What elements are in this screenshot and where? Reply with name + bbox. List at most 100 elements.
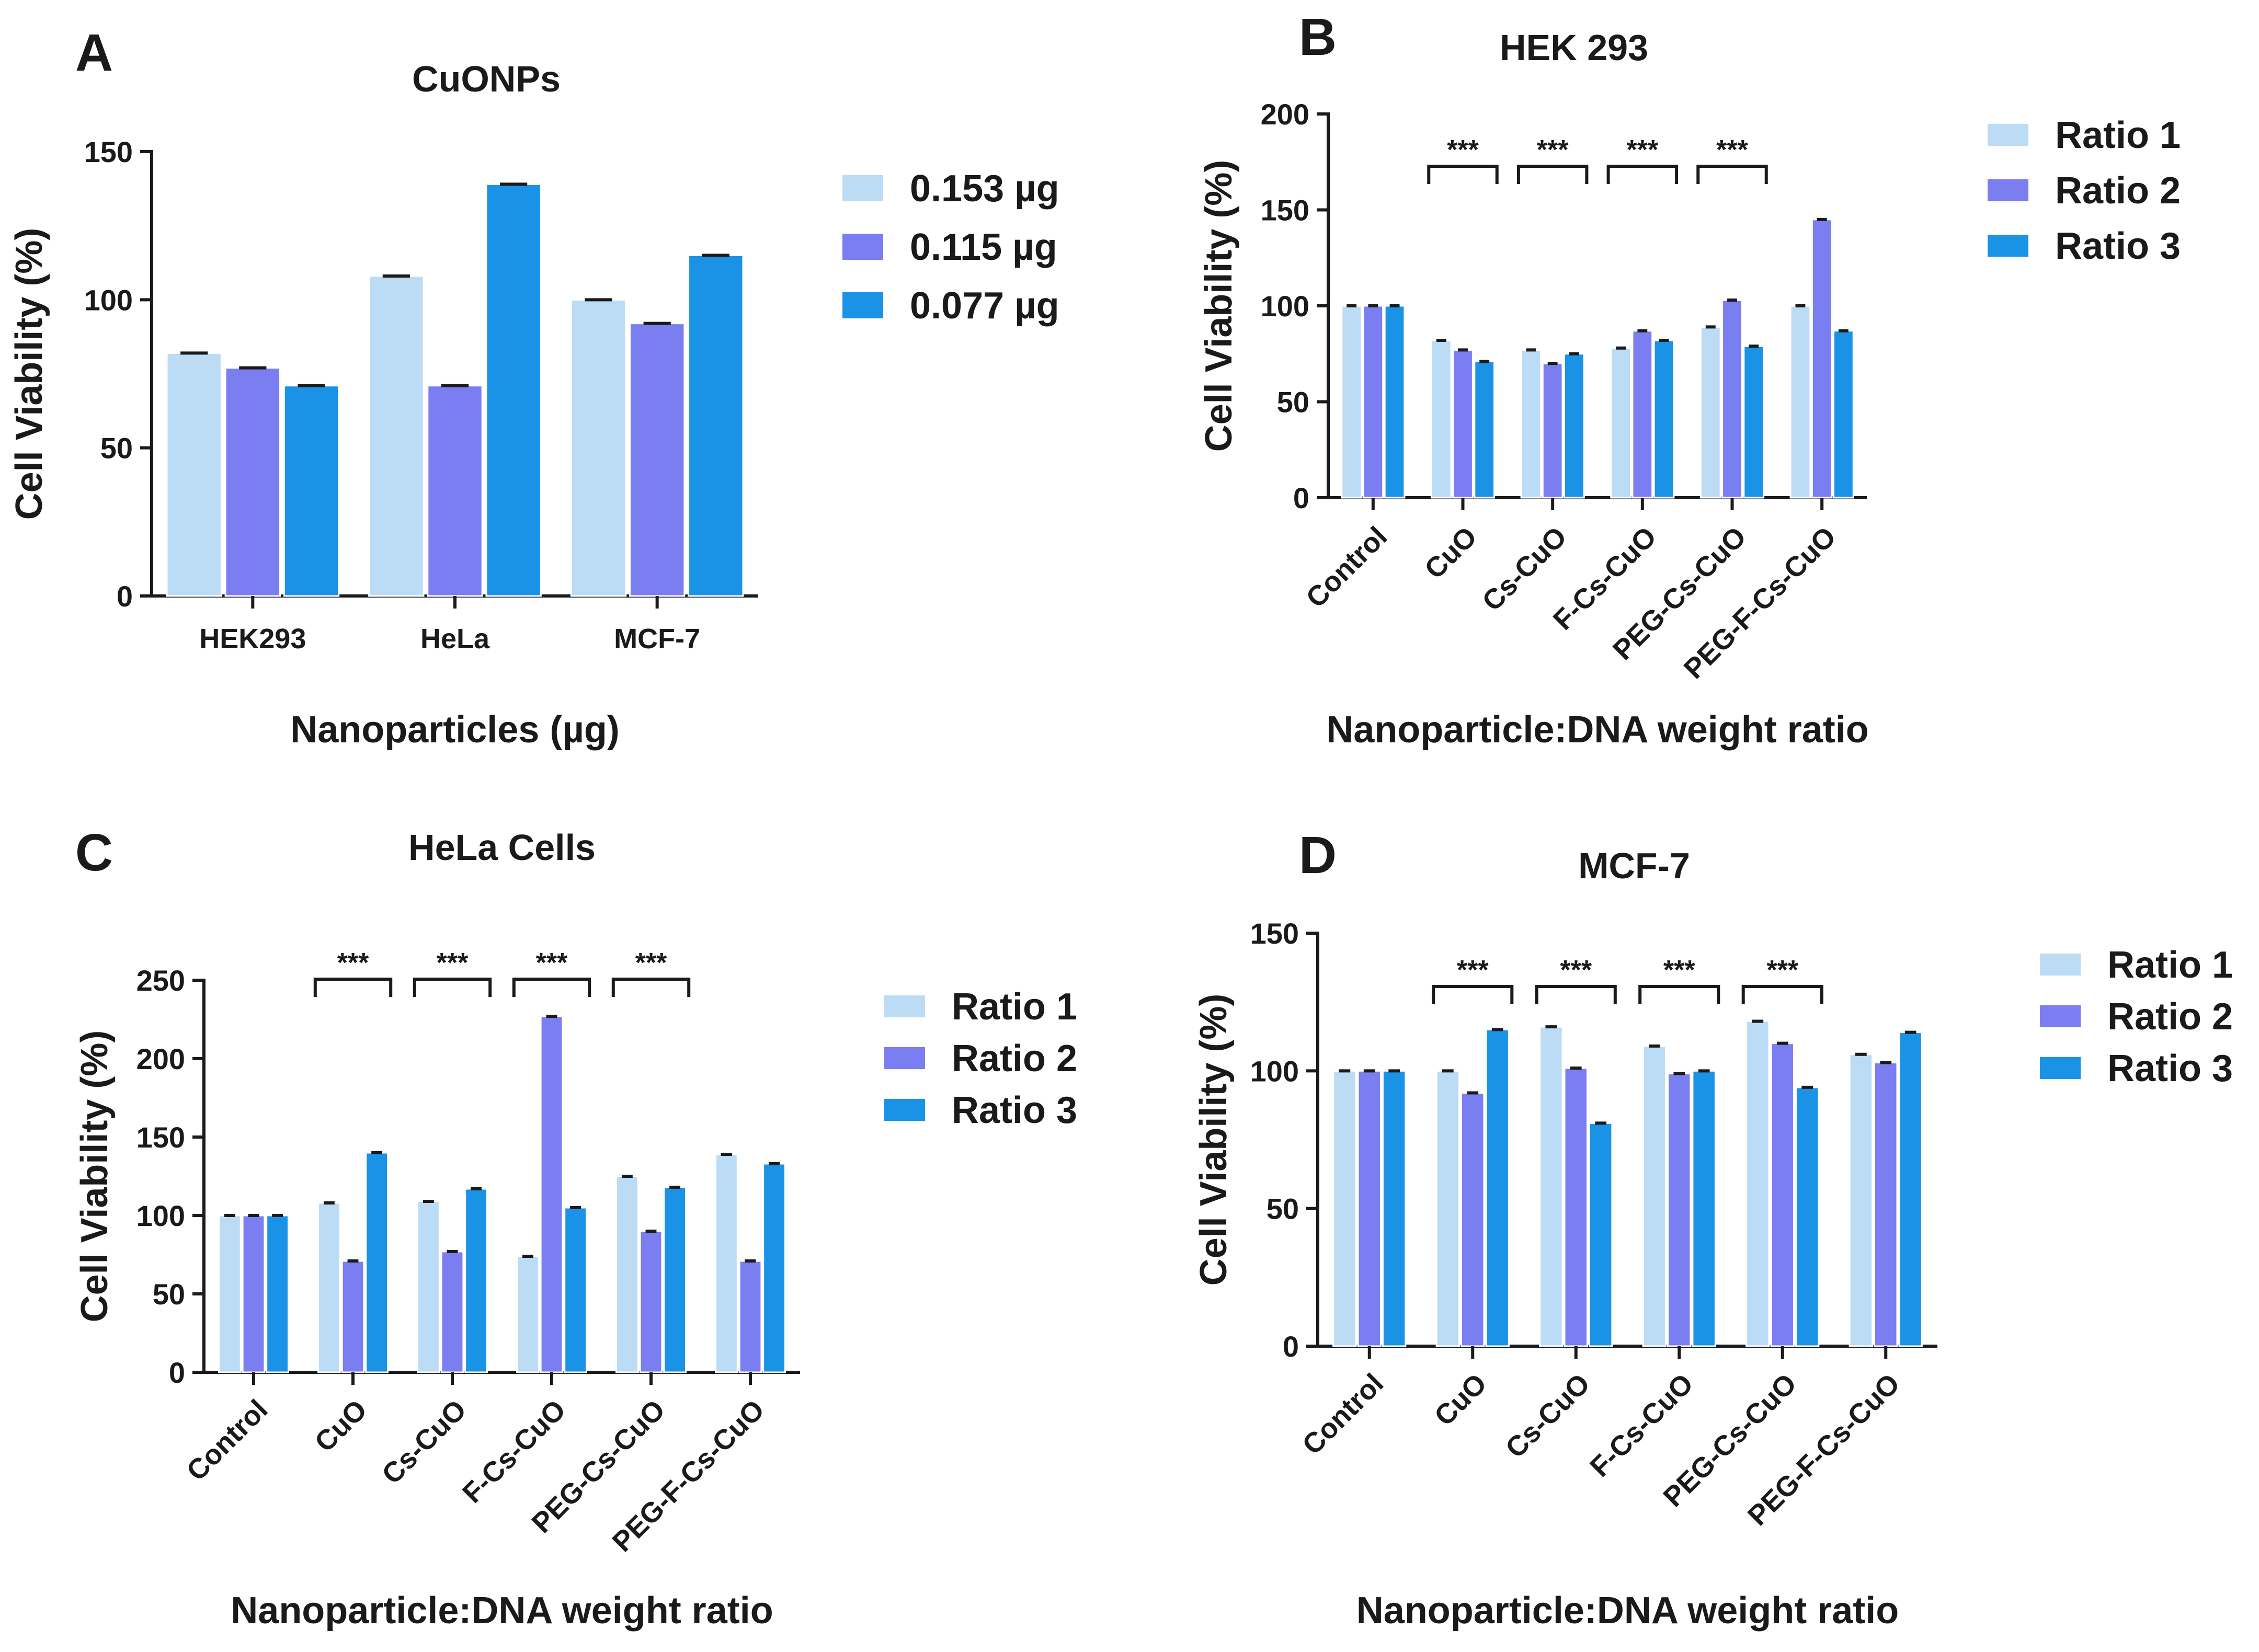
panel-letter: A: [75, 24, 113, 82]
chart-title: CuONPs: [412, 59, 561, 99]
legend-swatch: [1987, 123, 2029, 147]
significance-bracket: [1638, 985, 1720, 1004]
legend-label: Ratio 3: [952, 1089, 1077, 1131]
chart-title: HeLa Cells: [408, 827, 596, 868]
y-tick-label: 100: [1250, 1054, 1299, 1087]
bar: [1699, 326, 1721, 499]
bar: [317, 1202, 341, 1373]
y-tick-label: 150: [136, 1121, 185, 1154]
bar: [1789, 305, 1811, 499]
bar: [715, 1153, 738, 1373]
legend: Ratio 1 Ratio 2 Ratio 3: [1987, 114, 2181, 267]
bar: [629, 323, 686, 597]
y-axis-title: Cell Viability (%): [8, 228, 50, 520]
y-tick-label: 50: [100, 432, 133, 465]
bar: [1357, 1070, 1382, 1347]
panel-letter: C: [75, 823, 113, 882]
legend-label: Ratio 1: [2107, 944, 2233, 986]
legend: Ratio 1 Ratio 2 Ratio 3: [883, 986, 1077, 1131]
bar: [1832, 330, 1854, 499]
legend-label: Ratio 3: [2107, 1048, 2233, 1089]
x-tick-label: Control: [1296, 1368, 1389, 1461]
significance-label: ***: [1560, 955, 1592, 985]
y-tick-label: 0: [1283, 1330, 1299, 1363]
bar: [1874, 1062, 1898, 1347]
y-tick-label: 50: [1267, 1192, 1299, 1225]
panel-letter: B: [1299, 8, 1337, 66]
significance-bracket: [1427, 165, 1499, 184]
significance-label: ***: [536, 948, 568, 978]
bar: [242, 1214, 266, 1373]
y-tick-label: 50: [153, 1278, 185, 1311]
x-tick-label: HEK293: [199, 623, 306, 655]
legend-swatch: [841, 291, 884, 319]
bar: [1745, 1020, 1770, 1347]
x-tick-label: Control: [1300, 521, 1393, 614]
bar: [1770, 1042, 1795, 1347]
significance-label: ***: [1766, 955, 1798, 985]
legend: 0.153 µg 0.115 µg 0.077 µg: [841, 168, 1059, 327]
bar: [762, 1163, 786, 1373]
x-tick-label: PEG-F-Cs-CuO: [1678, 521, 1842, 685]
legend-label: Ratio 2: [2055, 170, 2181, 212]
y-tick-label: 250: [136, 964, 185, 997]
bar: [615, 1175, 639, 1373]
significance-bracket: [1606, 165, 1679, 184]
chart-title: HEK 293: [1500, 27, 1648, 68]
chart-panel-b: B HEK 293 Cell Viability (%) Nanoparticle:D…: [1198, 8, 2181, 751]
legend-label: Ratio 2: [2107, 996, 2233, 1038]
legend-label: 0.115 µg: [910, 226, 1057, 268]
x-tick-label: CuO: [1429, 1368, 1493, 1432]
x-tick-label: HeLa: [420, 623, 490, 655]
significance-bracket: [1516, 165, 1589, 184]
legend-swatch: [841, 233, 884, 261]
bar: [1692, 1070, 1716, 1347]
bar: [1588, 1122, 1613, 1347]
bar: [1382, 1070, 1407, 1347]
significance-label: ***: [1537, 135, 1569, 165]
panel-letter: D: [1299, 826, 1337, 885]
legend-swatch: [2039, 953, 2082, 977]
legend-swatch: [1987, 178, 2029, 202]
bar: [540, 1015, 564, 1373]
legend-label: 0.153 µg: [910, 168, 1059, 210]
bar: [1653, 339, 1675, 499]
y-tick-label: 100: [84, 283, 133, 316]
y-tick-label: 50: [1277, 386, 1309, 419]
bar: [1341, 305, 1363, 499]
bar: [1564, 1067, 1588, 1347]
significance-bracket: [1432, 985, 1514, 1004]
bar: [464, 1188, 488, 1373]
x-axis-title: Nanoparticle:DNA weight ratio: [231, 1590, 773, 1632]
bar: [1384, 305, 1406, 499]
bar: [368, 275, 425, 597]
bar: [283, 385, 340, 597]
legend-label: 0.077 µg: [910, 285, 1059, 327]
bar: [427, 385, 483, 597]
bar: [1667, 1073, 1692, 1347]
legend-swatch: [1987, 234, 2029, 258]
x-tick-label: CuO: [1419, 521, 1483, 585]
bar: [266, 1214, 290, 1373]
legend: Ratio 1 Ratio 2 Ratio 3: [2039, 944, 2233, 1089]
bar: [1795, 1086, 1820, 1347]
significance-bracket: [1535, 985, 1617, 1004]
bar: [1849, 1053, 1874, 1347]
x-tick-label: Cs-CuO: [376, 1394, 473, 1490]
significance-bracket: [313, 978, 393, 997]
significance-label: ***: [1447, 135, 1479, 165]
y-axis-title: Cell Viability (%): [1198, 160, 1240, 452]
bar: [218, 1214, 242, 1373]
y-tick-label: 0: [169, 1356, 185, 1389]
y-tick-label: 200: [136, 1042, 185, 1075]
legend-swatch: [2039, 1004, 2082, 1028]
y-tick-label: 0: [117, 580, 133, 613]
bar: [1632, 330, 1653, 499]
bar: [1435, 1070, 1461, 1347]
legend-label: Ratio 3: [2055, 225, 2181, 267]
bar: [1362, 305, 1384, 499]
legend-swatch: [2039, 1056, 2082, 1080]
bar: [639, 1230, 663, 1373]
bar: [1539, 1026, 1564, 1347]
